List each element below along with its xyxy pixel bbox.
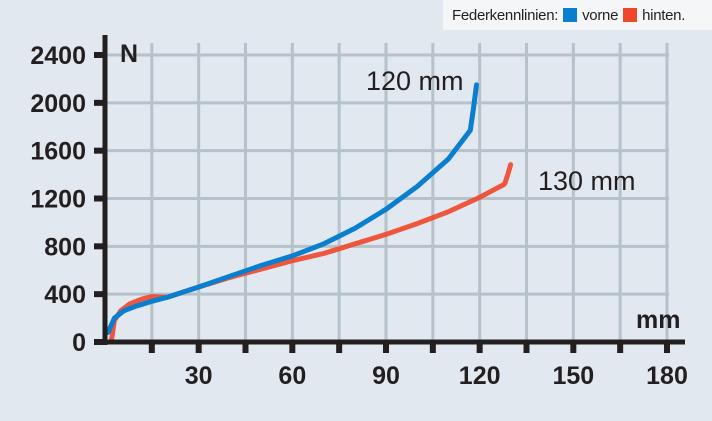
x-tick-label: 60	[278, 362, 306, 390]
x-tick-label: 180	[646, 362, 688, 390]
grid	[105, 43, 669, 342]
y-tick-mark	[94, 195, 103, 202]
x-tick-label: 30	[185, 362, 213, 390]
y-tick-mark	[94, 52, 103, 58]
y-tick-mark	[94, 291, 103, 298]
y-tick-label: 1600	[30, 138, 86, 166]
y-tick-mark	[94, 147, 103, 154]
y-tick-label: 1200	[30, 186, 86, 214]
y-tick-mark	[94, 99, 103, 106]
x-axis-unit: mm	[636, 306, 680, 334]
x-tick-mark	[148, 344, 155, 353]
y-tick-label: 0	[72, 329, 86, 357]
x-tick-mark	[383, 344, 389, 353]
annotation-rear: 130 mm	[538, 166, 636, 196]
x-tick-mark	[242, 344, 249, 353]
x-tick-label: 90	[372, 362, 400, 390]
x-tick-mark	[429, 344, 436, 353]
x-tick-mark	[336, 344, 343, 353]
annotation-front: 120 mm	[366, 66, 464, 96]
y-tick-label: 2000	[30, 90, 86, 118]
x-tick-mark	[476, 344, 483, 353]
x-tick-mark	[617, 344, 624, 353]
x-tick-mark	[289, 344, 296, 353]
legend: Federkennlinien: vorne hinten.	[443, 0, 712, 30]
axes	[94, 35, 685, 353]
y-tick-label: 400	[44, 281, 86, 309]
x-tick-label: 150	[552, 362, 594, 390]
x-tick-label: 120	[459, 362, 501, 390]
legend-label-rear: hinten.	[642, 6, 686, 24]
x-tick-mark	[523, 344, 530, 353]
series-line-hinten	[108, 161, 514, 345]
y-tick-label: 800	[44, 233, 86, 261]
series-line-vorne	[105, 82, 479, 335]
tick-labels: 2400 2000 1600 1200 800 400 0 30 60 90 120 150 180	[30, 42, 687, 390]
x-tick-mark	[195, 344, 202, 353]
y-tick-mark	[94, 243, 103, 250]
legend-title: Federkennlinien:	[452, 6, 559, 24]
y-tick-mark	[94, 339, 103, 345]
legend-label-front: vorne	[582, 6, 619, 24]
y-axis-unit: N	[120, 40, 138, 68]
data-series	[105, 82, 514, 345]
legend-swatch-rear	[623, 8, 638, 22]
legend-swatch-front	[563, 8, 578, 22]
x-tick-mark	[664, 344, 670, 353]
x-tick-mark	[570, 344, 577, 353]
y-tick-label: 2400	[30, 42, 86, 70]
